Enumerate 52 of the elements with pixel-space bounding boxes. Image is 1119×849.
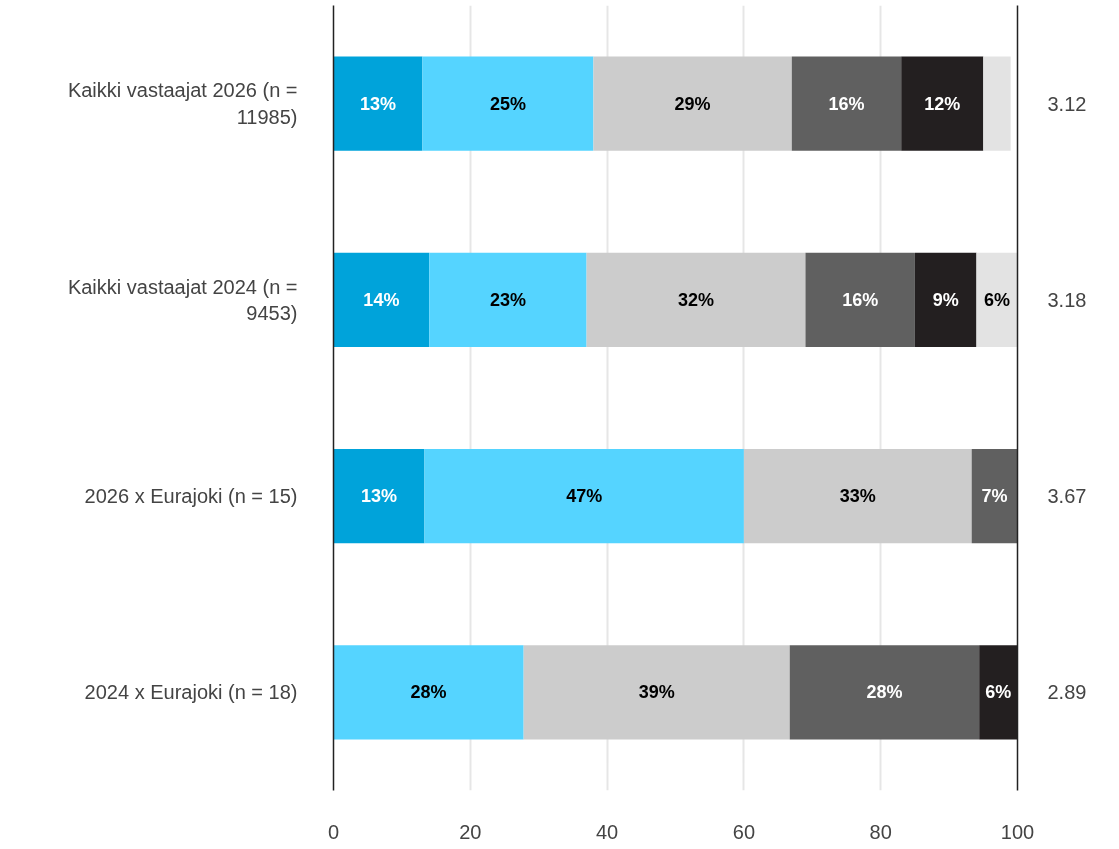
data-label: 14%: [363, 289, 400, 310]
data-label: 13%: [360, 486, 397, 507]
bar: [429, 252, 587, 347]
bar: [743, 449, 972, 544]
x-tick-label: 100: [1000, 820, 1035, 843]
data-label: 16%: [828, 93, 865, 114]
text: 3.18: [1047, 288, 1087, 311]
data-label: 47%: [566, 486, 603, 507]
bar: [971, 449, 1018, 544]
data-label: 28%: [866, 682, 903, 703]
x-tick-label: 80: [869, 820, 892, 843]
bar: [593, 56, 792, 151]
bar: [914, 252, 977, 347]
data-label: 25%: [489, 93, 526, 114]
bar: [333, 449, 425, 544]
x-tick-label: 0: [327, 820, 340, 843]
y-tick-label: Kaikki vastaajat 2026 (n = 11985): [67, 79, 298, 128]
text: 2.89: [1047, 681, 1087, 704]
data-label: 6%: [983, 289, 1010, 310]
data-label: 9%: [932, 289, 959, 310]
y-tick-label: 2024 x Eurajoki (n = 18): [84, 681, 298, 704]
text: 3.12: [1047, 92, 1087, 115]
text: 3.67: [1047, 485, 1087, 508]
x-tick-label: 60: [732, 820, 756, 843]
bar: [333, 56, 423, 151]
bar: [422, 56, 594, 151]
bar: [586, 252, 806, 347]
bar: [333, 252, 430, 347]
x-tick-label: 20: [459, 820, 482, 843]
bar: [901, 56, 984, 151]
data-label: 6%: [985, 682, 1012, 703]
data-label: 32%: [678, 289, 715, 310]
data-label: 7%: [981, 486, 1008, 507]
data-label: 39%: [638, 682, 675, 703]
bar: [976, 252, 1018, 347]
data-label: 12%: [924, 93, 961, 114]
bar: [791, 56, 902, 151]
data-label: 13%: [359, 93, 396, 114]
data-label: 23%: [489, 289, 526, 310]
bar: [805, 252, 915, 347]
y-tick-label: Kaikki vastaajat 2024 (n = 9453): [67, 275, 298, 325]
y-tick-label: 2026 x Eurajoki (n = 15): [84, 485, 298, 508]
data-label: 33%: [839, 486, 876, 507]
data-label: 29%: [674, 93, 711, 114]
bar: [424, 449, 744, 544]
data-label: 16%: [842, 289, 879, 310]
bar: [983, 56, 1011, 151]
bar: [333, 645, 524, 740]
bar: [523, 645, 790, 740]
data-label: 28%: [410, 682, 447, 703]
x-tick-label: 40: [595, 820, 619, 843]
bar: [789, 645, 980, 740]
